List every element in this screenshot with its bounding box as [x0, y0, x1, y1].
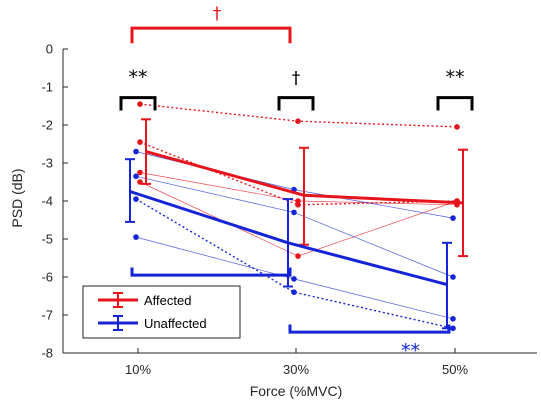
ytick-label: -7 — [41, 308, 53, 323]
significance-bracket — [277, 96, 315, 111]
significance-symbol: † — [292, 69, 301, 89]
legend-unaffected-icon — [98, 315, 138, 331]
subject-point — [133, 173, 139, 180]
ytick-labels: 0 -1 -2 -3 -4 -5 -6 -7 -8 — [41, 42, 53, 361]
ytick-label: -5 — [41, 232, 53, 247]
x-axis-label: Force (%MVC) — [250, 383, 343, 399]
legend-affected-label: Affected — [144, 293, 191, 308]
xtick-label: 30% — [283, 362, 309, 377]
subject-point — [133, 234, 139, 240]
significance-bracket — [288, 324, 451, 334]
legend-box — [82, 285, 241, 339]
legend-affected-icon — [98, 292, 138, 308]
xtick-label: 10% — [125, 362, 151, 377]
subject-point — [295, 198, 301, 204]
subject-point — [133, 196, 139, 202]
subject-point — [133, 148, 139, 155]
significance-symbol: ** — [446, 67, 465, 89]
significance-markers: **†**†*** — [119, 4, 474, 362]
y-axis-label: PSD (dB) — [9, 168, 25, 227]
ytick-label: -6 — [41, 270, 53, 285]
ytick-label: -1 — [41, 80, 53, 95]
subject-point — [295, 118, 301, 124]
ytick-label: 0 — [46, 42, 53, 57]
subject-point — [454, 124, 460, 130]
subject-point — [450, 325, 456, 332]
subject-point — [137, 169, 143, 176]
ytick-label: -3 — [41, 156, 53, 171]
xtick-labels: 10% 30% 50% — [125, 362, 468, 377]
subject-point — [295, 253, 301, 259]
ytick-label: -2 — [41, 118, 53, 133]
subject-point — [450, 215, 456, 221]
subject-line — [139, 141, 458, 206]
xtick-label: 50% — [442, 362, 468, 377]
ytick-label: -4 — [41, 194, 53, 209]
significance-bracket — [436, 96, 474, 111]
legend: Affected Unaffected — [82, 285, 241, 339]
subject-point — [291, 209, 297, 216]
subject-point — [450, 316, 456, 322]
legend-unaffected-label: Unaffected — [144, 316, 207, 331]
significance-symbol: ** — [129, 67, 148, 89]
ytick-label: -8 — [41, 346, 53, 361]
subject-point — [137, 101, 143, 107]
plot-axes — [62, 48, 537, 354]
significance-bracket — [130, 267, 292, 277]
significance-bracket — [119, 96, 157, 111]
subject-point — [291, 289, 297, 296]
significance-symbol: † — [213, 4, 222, 24]
subject-point — [450, 274, 456, 280]
subject-point — [137, 139, 143, 145]
significance-symbol: ** — [401, 340, 420, 362]
subject-point — [291, 276, 297, 282]
mean-lines — [125, 118, 468, 330]
significance-bracket — [130, 26, 292, 44]
